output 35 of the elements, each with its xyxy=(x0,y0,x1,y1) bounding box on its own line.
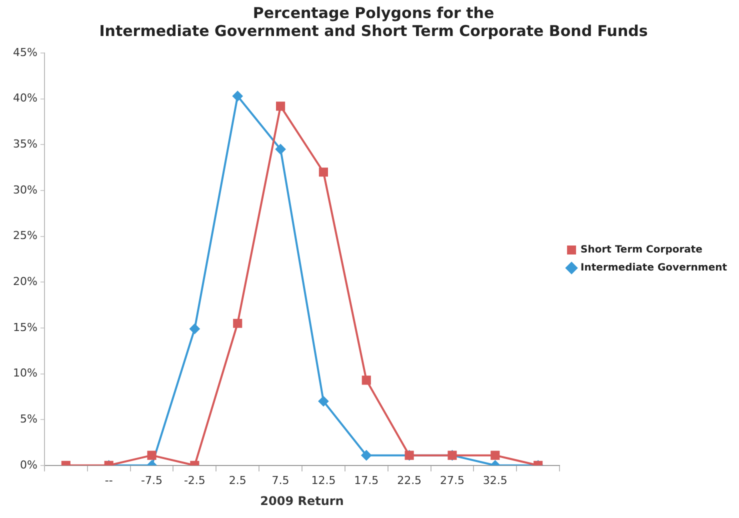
point xyxy=(490,450,500,460)
point xyxy=(233,318,242,328)
y-tick-label: 0% xyxy=(20,458,38,472)
legend-label: Short Term Corporate xyxy=(580,244,703,256)
y-tick-label: 35% xyxy=(12,138,38,151)
point xyxy=(318,396,328,406)
x-tick-label: 2.5 xyxy=(228,474,246,487)
y-tick-label: 45% xyxy=(12,46,38,59)
point xyxy=(232,91,243,102)
point xyxy=(362,376,371,385)
x-axis-title: 2009 Return xyxy=(260,494,344,508)
chart-title: Percentage Polygons for the Intermediate Government and Short Term Corporate Bond Funds xyxy=(99,4,648,40)
x-tick-label: -- xyxy=(104,474,113,487)
x-tick-label: -7.5 xyxy=(141,474,162,487)
x-tick-label: 12.5 xyxy=(311,474,336,487)
y-tick-label: 40% xyxy=(12,92,38,105)
x-tick-label: 7.5 xyxy=(272,474,290,487)
y-tick-label: 30% xyxy=(12,183,38,196)
x-tick-label: 17.5 xyxy=(354,474,379,487)
y-tick-label: 5% xyxy=(20,412,38,426)
legend-label: Intermediate Government xyxy=(580,262,728,274)
x-tick-label: 22.5 xyxy=(397,474,422,487)
point xyxy=(361,450,372,460)
y-tick-label: 15% xyxy=(12,320,38,334)
point xyxy=(147,450,156,460)
x-tick-label: -2.5 xyxy=(184,474,206,487)
point xyxy=(276,144,286,154)
point xyxy=(318,168,328,177)
y-tick-label: 20% xyxy=(12,274,38,288)
x-tick-label: 32.5 xyxy=(482,474,508,487)
y-tick-label: 10% xyxy=(12,366,38,380)
y-tick-label: 25% xyxy=(12,229,38,242)
point xyxy=(190,324,200,334)
point xyxy=(276,102,286,111)
x-tick-label: 27.5 xyxy=(440,474,464,487)
